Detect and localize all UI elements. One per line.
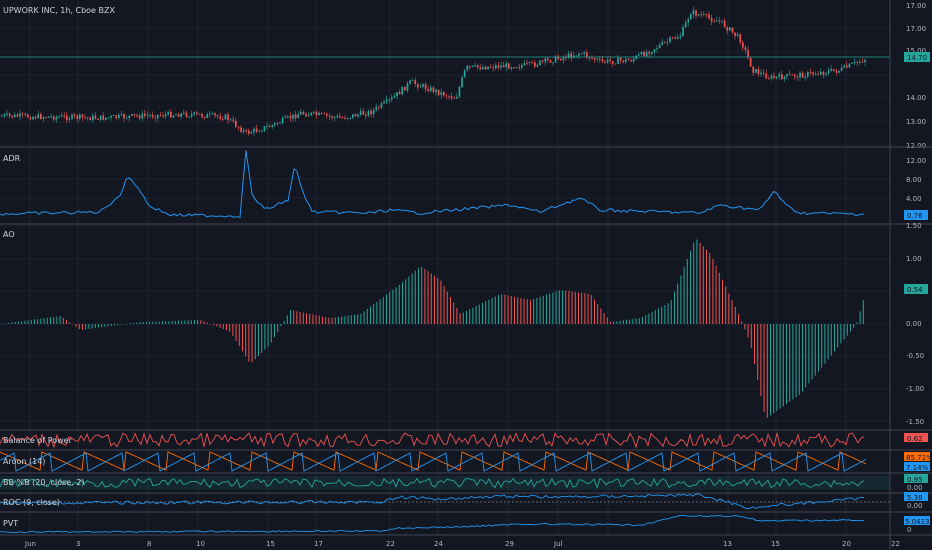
- bop-title: Balance of Power: [3, 436, 73, 445]
- y-tick: 17.00: [906, 2, 926, 10]
- bop-pane[interactable]: Balance of Power 0.62: [0, 432, 928, 449]
- adr-value-badge: [904, 210, 928, 220]
- ao-histogram: [2, 239, 864, 418]
- main-pane[interactable]: UPWORK INC, 1h, Cboe BZX 17.00 15.00 14.…: [0, 2, 930, 150]
- bb-value-label: 0.95: [907, 476, 923, 484]
- roc-title: ROC (9, close): [3, 498, 60, 507]
- aroon-up-label: 85.71%: [906, 454, 932, 462]
- y-tick: 12.00: [906, 142, 926, 150]
- aroon-down-badge: [904, 462, 930, 471]
- x-tick: 17: [314, 540, 323, 548]
- x-tick: 3: [76, 540, 80, 548]
- bb-value-badge: [904, 474, 928, 483]
- y-tick: 8.00: [906, 176, 922, 184]
- roc-pane[interactable]: ROC (9, close) 5.38 0.00: [0, 492, 928, 510]
- bb-y-tick: 0.00: [907, 484, 923, 492]
- x-tick: 22: [891, 540, 900, 548]
- x-tick: 15: [266, 540, 275, 548]
- aroon-title: Aroon (14): [3, 457, 45, 466]
- y-tick: -1.50: [906, 418, 924, 426]
- x-tick: 8: [147, 540, 151, 548]
- roc-value-badge: [904, 492, 928, 501]
- y-tick: 0.00: [906, 320, 922, 328]
- y-tick: 12.00: [906, 157, 926, 165]
- x-tick: 15: [771, 540, 780, 548]
- adr-title: ADR: [3, 154, 21, 163]
- x-tick: 20: [842, 540, 851, 548]
- aroon-down-line: [0, 452, 867, 472]
- bb-band-fill: [0, 476, 890, 490]
- y-tick: -0.50: [906, 352, 924, 360]
- pvt-value-badge: [904, 516, 930, 525]
- pvt-line: [0, 514, 864, 534]
- x-tick: 24: [434, 540, 443, 548]
- adr-value-label: 0.76: [907, 212, 923, 220]
- pvt-title: PVT: [3, 519, 18, 528]
- x-tick: Jul: [553, 540, 563, 548]
- adr-y-axis: 12.00 8.00 4.00: [906, 157, 926, 203]
- price-candles: [1, 6, 866, 136]
- bop-value-badge: [904, 433, 928, 442]
- x-tick: 22: [386, 540, 395, 548]
- x-tick: 13: [723, 540, 732, 548]
- ao-title: AO: [3, 230, 15, 239]
- ao-value-label: 0.54: [907, 286, 923, 294]
- ao-value-badge: [904, 284, 928, 294]
- adr-pane[interactable]: ADR 12.00 8.00 4.00 0.76: [0, 150, 928, 220]
- bop-value-label: 0.62: [907, 435, 923, 443]
- bb-pane[interactable]: BB %B (20, close, 2) 0.95 0.00: [0, 474, 928, 492]
- y-tick: 14.00: [906, 94, 926, 102]
- time-axis[interactable]: Jun 3 8 10 15 17 22 24 29 Jul 13 15 20 2…: [24, 540, 900, 548]
- x-tick: 29: [505, 540, 514, 548]
- y-tick: 1.00: [906, 255, 922, 263]
- y-tick: -1.00: [906, 385, 924, 393]
- x-tick: 10: [196, 540, 205, 548]
- pvt-value-label: 5.0413K: [905, 518, 932, 526]
- roc-line: [0, 493, 865, 510]
- pvt-y-tick: 0: [907, 526, 911, 534]
- bop-line: [0, 432, 865, 449]
- aroon-up-badge: [904, 452, 930, 461]
- pvt-pane[interactable]: PVT 5.0413K 0: [0, 514, 932, 534]
- y-tick: 1.50: [906, 222, 922, 230]
- ao-pane[interactable]: AO 1.50 1.00 0.00 -0.50 -1.00 -1.50 0.54: [2, 222, 928, 426]
- roc-value-label: 5.38: [907, 494, 923, 502]
- x-tick: Jun: [24, 540, 36, 548]
- adr-line: [0, 150, 865, 219]
- y-tick: 17.00: [906, 25, 926, 33]
- y-tick: 13.00: [906, 118, 926, 126]
- aroon-down-label: 7.14%: [906, 464, 929, 472]
- symbol-title: UPWORK INC, 1h, Cboe BZX: [3, 6, 115, 15]
- main-y-axis: 17.00 15.00 14.00 13.00 12.00 17.00: [906, 2, 926, 150]
- last-price-label: 14.70: [907, 54, 927, 62]
- last-price-badge: [904, 52, 930, 62]
- grid-lines: [0, 0, 890, 535]
- roc-y-tick: 0.00: [907, 502, 923, 510]
- bb-percent-b-line: [0, 477, 865, 489]
- bb-title: BB %B (20, close, 2): [3, 478, 84, 487]
- y-tick: 4.00: [906, 195, 922, 203]
- y-tick: 15.00: [906, 47, 926, 55]
- aroon-pane[interactable]: Aroon (14) 85.71% 7.14%: [0, 451, 932, 472]
- ao-y-axis: 1.50 1.00 0.00 -0.50 -1.00 -1.50: [906, 222, 924, 426]
